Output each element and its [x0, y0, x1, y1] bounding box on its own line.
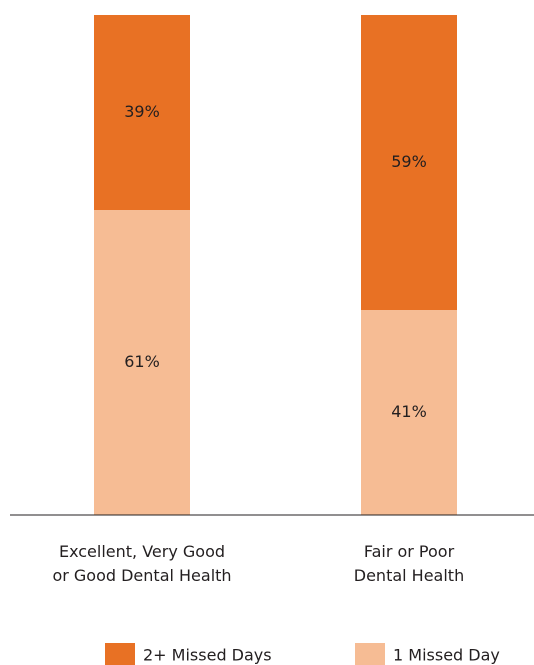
bar-segment — [94, 15, 190, 210]
legend-label: 2+ Missed Days — [143, 646, 272, 665]
legend-swatch — [105, 643, 135, 665]
data-label: 61% — [124, 352, 160, 371]
data-label: 59% — [391, 152, 427, 171]
bar-segment — [361, 15, 457, 310]
data-label: 39% — [124, 102, 160, 121]
bar-segment — [361, 310, 457, 515]
bar-segment — [94, 210, 190, 515]
x-tick-label: Excellent, Very Good or Good Dental Heal… — [52, 542, 232, 585]
legend-label: 1 Missed Day — [393, 646, 500, 665]
legend-swatch — [355, 643, 385, 665]
data-label: 41% — [391, 402, 427, 421]
x-tick-label: Fair or Poor Dental Health — [353, 542, 465, 585]
